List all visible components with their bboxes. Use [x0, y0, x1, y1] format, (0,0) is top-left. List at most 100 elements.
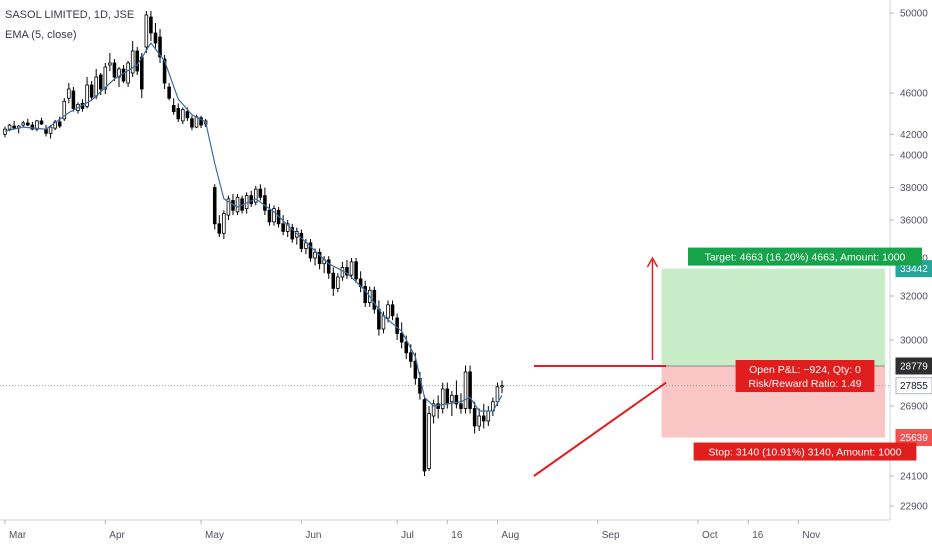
candle-up: [194, 116, 199, 128]
candle-up: [254, 188, 258, 203]
candle-down: [363, 286, 367, 304]
x-tick-label: 16: [752, 530, 764, 541]
x-tick-label: Mar: [9, 530, 27, 541]
candle-down: [326, 259, 331, 274]
candle-down: [199, 117, 203, 126]
candle-down: [267, 209, 272, 223]
x-tick-label: May: [205, 530, 224, 541]
candle-down: [281, 223, 285, 232]
price-badge-label: 25639: [900, 433, 928, 444]
candle-down: [176, 108, 181, 120]
candle-down: [30, 124, 35, 130]
candle-down: [436, 403, 440, 409]
candle-down: [395, 317, 399, 334]
pnl-label-box: [735, 359, 875, 392]
y-tick-label: 26900: [900, 402, 928, 413]
candle-up: [272, 208, 276, 223]
candle-down: [258, 188, 263, 198]
candle-up: [285, 223, 290, 232]
candle-down: [354, 261, 358, 280]
ema-line: [4, 41, 503, 412]
candle-up: [130, 50, 135, 74]
candle-up: [222, 213, 226, 234]
candle-down: [445, 388, 450, 405]
y-tick-label: 36000: [900, 216, 928, 227]
candle-up: [486, 410, 491, 422]
candle-down: [167, 86, 171, 99]
y-tick-label: 42000: [900, 130, 928, 141]
candle-up: [94, 76, 98, 97]
x-tick-label: Jun: [305, 530, 321, 541]
candle-up: [431, 403, 436, 417]
candle-up: [3, 128, 7, 135]
candle-up: [226, 198, 231, 216]
candle-down: [12, 125, 16, 129]
candle-down: [422, 399, 427, 472]
candle-up: [67, 88, 71, 99]
candle-up: [235, 196, 240, 213]
pnl-label-text: Risk/Reward Ratio: 1.49: [748, 378, 861, 390]
trendline-layer[interactable]: [533, 256, 667, 477]
candle-up: [108, 62, 112, 66]
y-tick-label: 30000: [900, 336, 928, 347]
candle-down: [39, 120, 44, 125]
candle-up: [381, 315, 386, 330]
candle-down: [409, 352, 413, 362]
candle-up: [427, 413, 431, 469]
symbol-title: SASOL LIMITED, 1D, JSE: [5, 9, 135, 21]
candle-down: [459, 403, 463, 409]
support-trendline[interactable]: [533, 381, 667, 477]
candle-down: [468, 371, 472, 409]
candle-up: [440, 388, 445, 409]
y-tick-label: 40000: [900, 151, 928, 162]
candle-down: [149, 16, 153, 34]
candle-down: [57, 121, 62, 127]
x-tick-label: Apr: [109, 530, 125, 541]
stop-label-box: [693, 442, 917, 461]
candle-down: [140, 56, 144, 90]
candle-down: [345, 267, 349, 276]
candle-up: [85, 84, 89, 107]
candle-up: [181, 109, 185, 122]
target-label-box: [688, 247, 922, 266]
candle-down: [212, 187, 217, 225]
candle-up: [21, 122, 26, 126]
price-badge-label: 33442: [900, 264, 928, 275]
candle-up: [340, 267, 345, 278]
indicator-label: EMA (5, close): [5, 29, 77, 41]
candle-down: [171, 105, 176, 113]
candle-down: [390, 304, 395, 317]
candle-down: [26, 122, 30, 126]
y-tick-label: 24100: [900, 472, 928, 483]
y-tick-label: 46000: [900, 89, 928, 100]
candle-up: [126, 62, 130, 84]
x-tick-label: Aug: [501, 530, 519, 541]
position-labels-layer: Target: 4663 (16.20%) 4663, Amount: 1000…: [688, 247, 922, 461]
candle-down: [185, 111, 190, 119]
target-label-text: Target: 4663 (16.20%) 4663, Amount: 1000: [705, 252, 906, 264]
candle-down: [481, 415, 486, 422]
candle-down: [290, 227, 295, 240]
candle-up: [144, 14, 149, 48]
candle-up: [450, 394, 454, 403]
y-tick-label: 32000: [900, 292, 928, 303]
candle-down: [317, 251, 322, 265]
candle-down: [308, 242, 313, 259]
position-tool-layer[interactable]: [0, 268, 890, 438]
candle-up: [48, 126, 53, 134]
target-arrow-head[interactable]: [646, 256, 659, 268]
y-tick-label: 38000: [900, 183, 928, 194]
candle-down: [112, 62, 117, 78]
candle-down: [454, 394, 459, 405]
candle-down: [472, 408, 477, 427]
candle-up: [463, 371, 468, 409]
candle-down: [158, 36, 162, 58]
x-tick-label: Sep: [602, 530, 620, 541]
candle-down: [299, 232, 304, 249]
profit-zone[interactable]: [661, 268, 885, 366]
x-tick-label: Jul: [401, 530, 414, 541]
stop-label-text: Stop: 3140 (10.91%) 3140, Amount: 1000: [708, 447, 901, 459]
candle-down: [153, 32, 158, 44]
